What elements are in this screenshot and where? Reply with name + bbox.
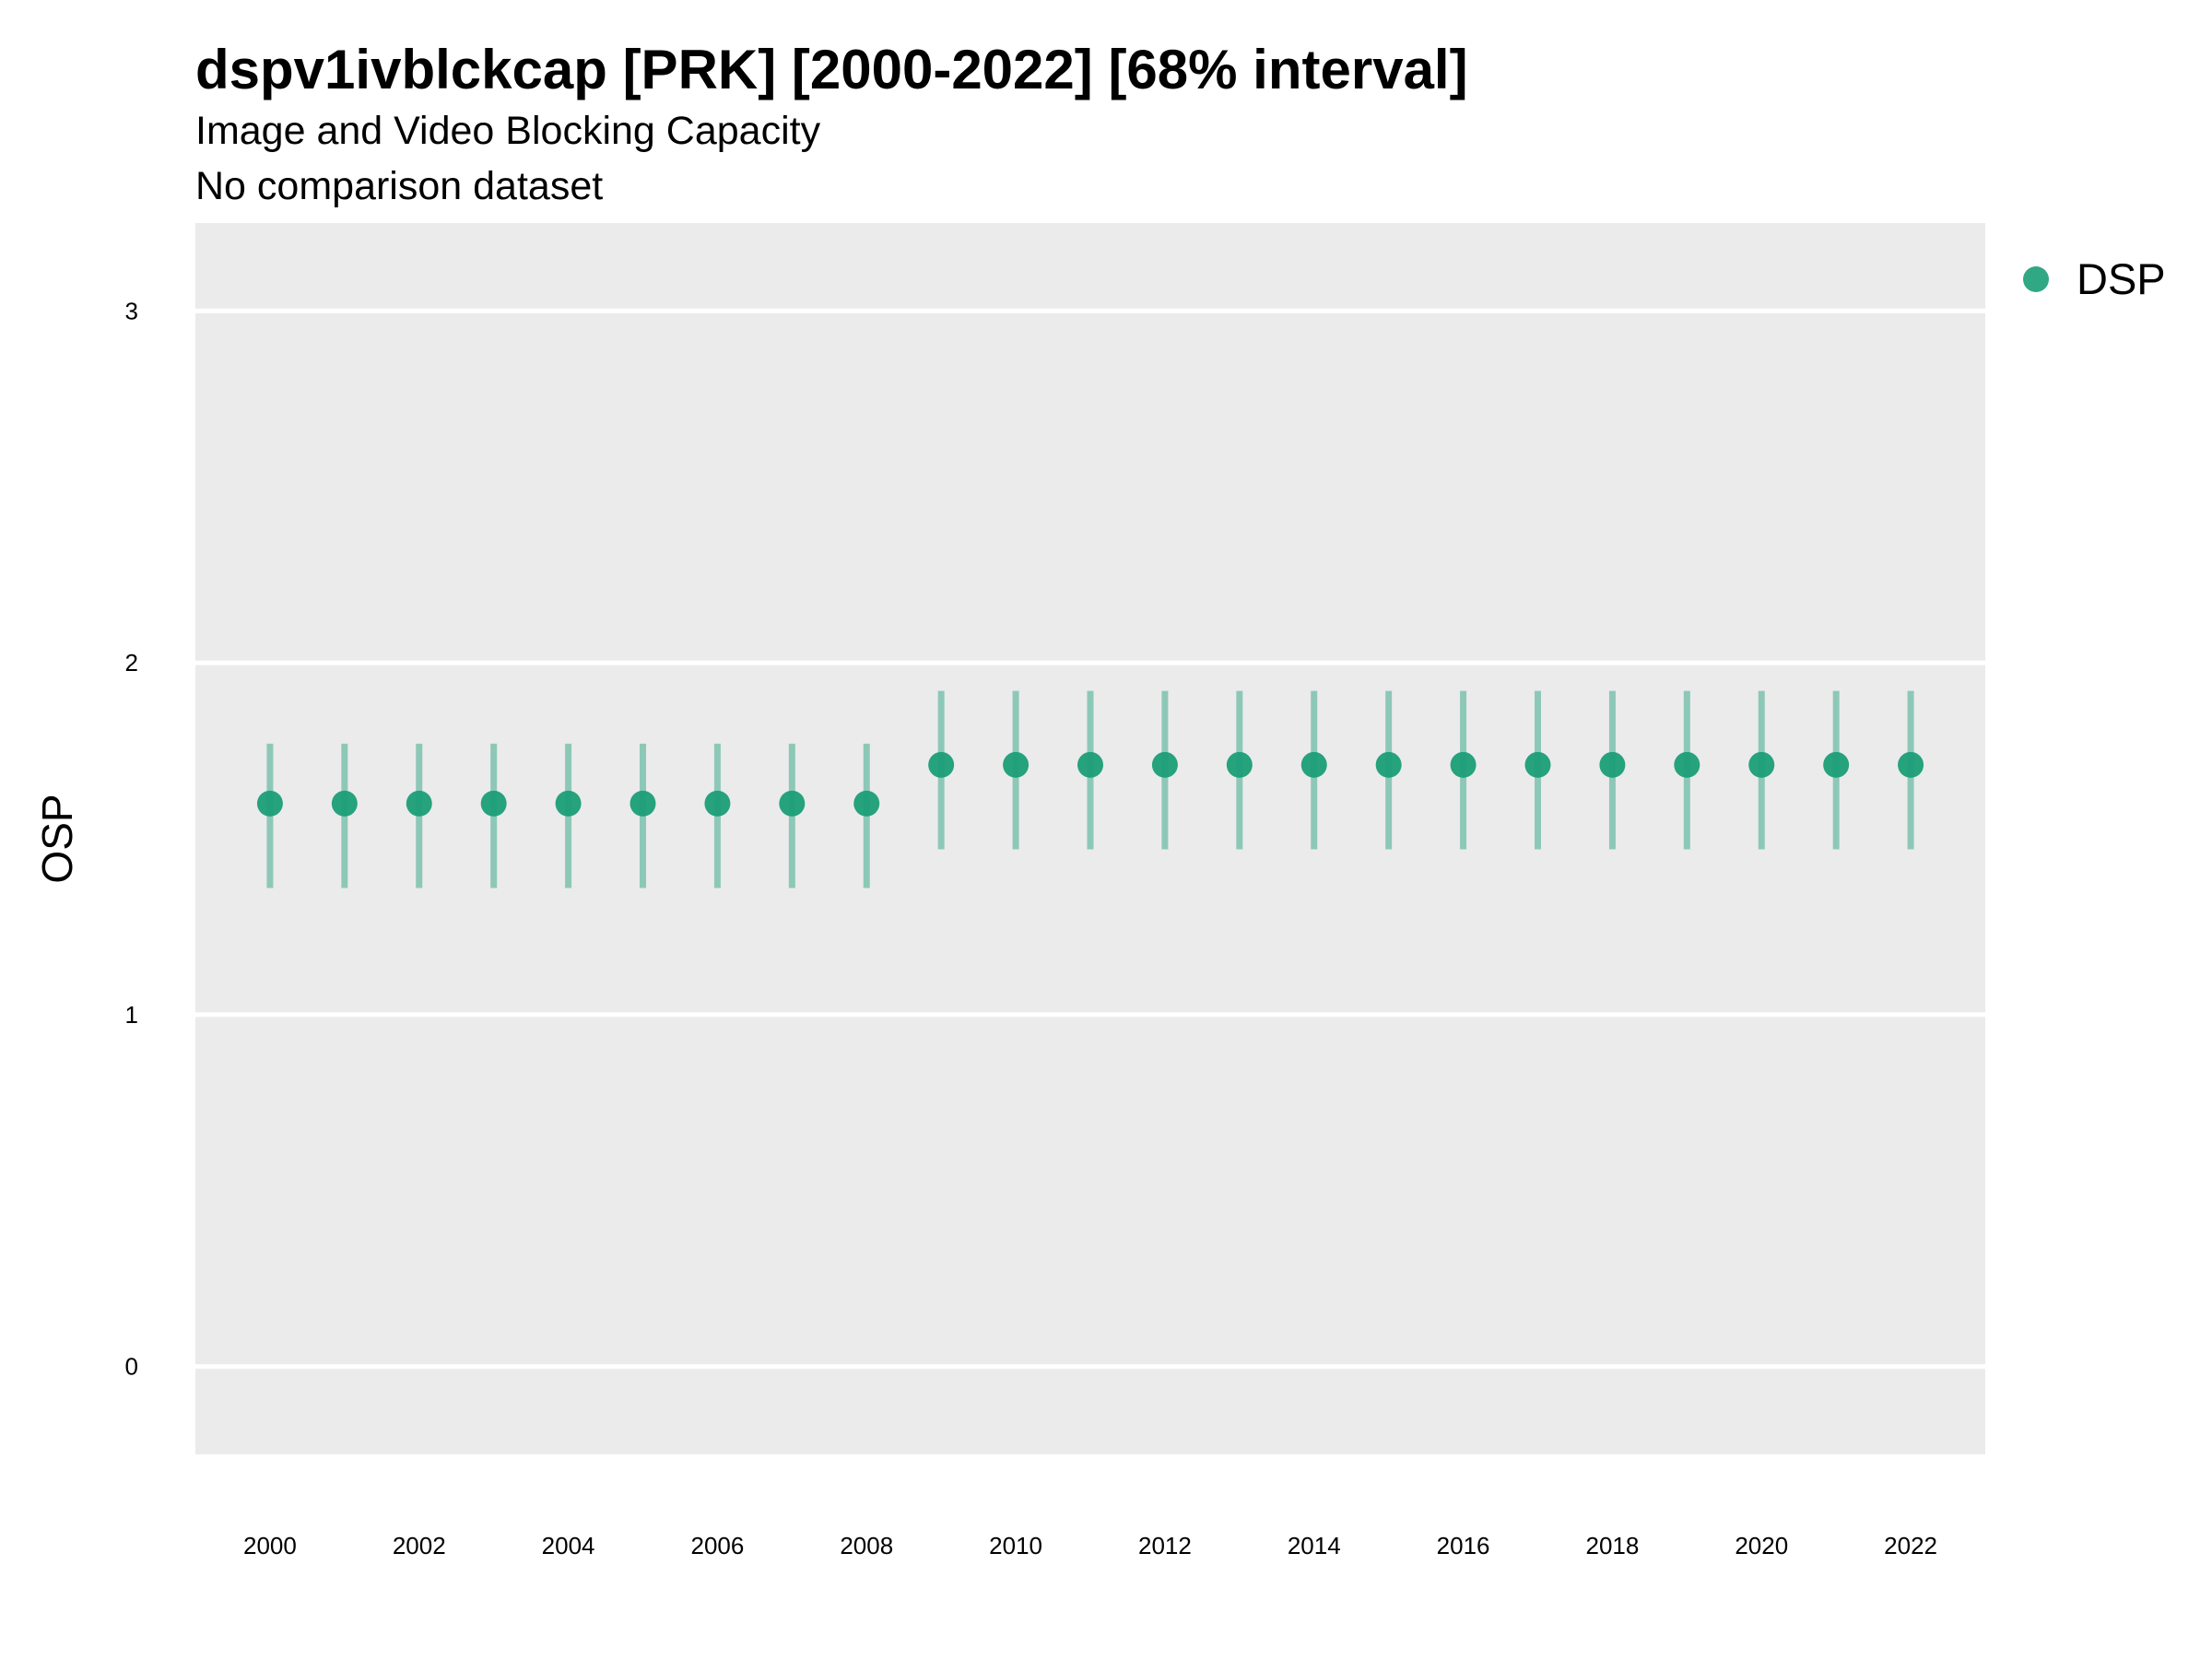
x-tick-label: 2004 (542, 1532, 595, 1559)
data-point (1151, 751, 1178, 778)
data-point (1524, 751, 1551, 778)
data-point (1748, 751, 1775, 778)
data-points (256, 751, 1924, 817)
y-axis-ticks: 0 1 2 3 (125, 297, 138, 1380)
x-tick-label: 2014 (1288, 1532, 1341, 1559)
gridlines (195, 308, 1985, 1370)
data-point (1898, 751, 1924, 778)
chart-title: dspv1ivblckcap [PRK] [2000-2022] [68% in… (195, 39, 1468, 100)
data-point (331, 790, 358, 817)
x-axis-ticks: 2000 2002 2004 2006 2008 2010 2012 2014 2016 2018… (243, 1532, 1937, 1559)
x-tick-label: 2002 (393, 1532, 446, 1559)
x-tick-label: 2018 (1585, 1532, 1639, 1559)
y-tick-label: 1 (125, 1001, 138, 1029)
legend-marker-dsp (2023, 266, 2049, 292)
data-point (629, 790, 656, 817)
data-point (1226, 751, 1253, 778)
y-tick-label: 2 (125, 649, 138, 677)
data-point (779, 790, 806, 817)
data-point (1300, 751, 1327, 778)
x-tick-label: 2008 (840, 1532, 893, 1559)
x-tick-label: 2020 (1735, 1532, 1788, 1559)
y-tick-label: 0 (125, 1353, 138, 1381)
x-tick-label: 2022 (1884, 1532, 1937, 1559)
legend: DSP (2023, 254, 2166, 303)
data-point (406, 790, 432, 817)
data-point (555, 790, 582, 817)
data-point (1077, 751, 1103, 778)
data-point (704, 790, 731, 817)
data-point (1003, 751, 1030, 778)
x-tick-label: 2006 (690, 1532, 744, 1559)
y-tick-label: 3 (125, 297, 138, 324)
legend-label-dsp: DSP (2077, 254, 2166, 303)
data-point (480, 790, 507, 817)
data-point (1375, 751, 1402, 778)
data-point (256, 790, 283, 817)
chart-subtitle: Image and Video Blocking Capacity (195, 109, 821, 153)
data-point (1450, 751, 1477, 778)
x-tick-label: 2000 (243, 1532, 297, 1559)
plot-panel (195, 223, 1985, 1454)
data-point (1599, 751, 1626, 778)
data-point (928, 751, 955, 778)
data-point (1674, 751, 1700, 778)
x-tick-label: 2010 (989, 1532, 1042, 1559)
x-tick-label: 2012 (1138, 1532, 1192, 1559)
data-point (853, 790, 880, 817)
chart-caption: No comparison dataset (195, 164, 603, 208)
y-axis-title: OSP (33, 794, 81, 883)
data-point (1823, 751, 1850, 778)
x-tick-label: 2016 (1437, 1532, 1490, 1559)
